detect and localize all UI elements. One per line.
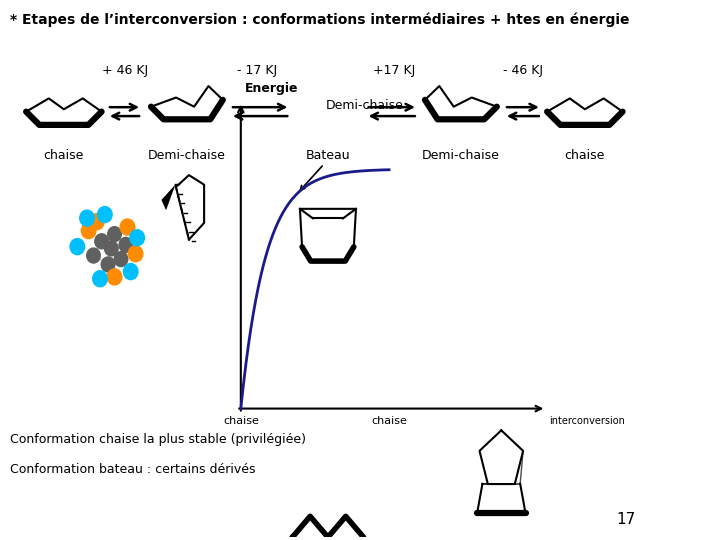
Text: chaise: chaise xyxy=(44,149,84,162)
Text: Demi-chaise: Demi-chaise xyxy=(148,149,226,162)
Circle shape xyxy=(80,210,94,226)
Circle shape xyxy=(107,269,122,285)
Circle shape xyxy=(102,257,115,272)
Circle shape xyxy=(81,222,96,239)
Text: Demi-chaise: Demi-chaise xyxy=(326,99,404,112)
Text: Bateau: Bateau xyxy=(305,149,350,162)
Circle shape xyxy=(89,214,104,230)
Text: chaise: chaise xyxy=(564,149,605,162)
Text: +17 KJ: +17 KJ xyxy=(373,64,415,77)
Text: interconversion: interconversion xyxy=(549,416,625,427)
Text: Conformation bateau : certains dérivés: Conformation bateau : certains dérivés xyxy=(10,463,256,476)
Circle shape xyxy=(119,238,132,252)
Circle shape xyxy=(97,207,112,222)
Text: Conformation chaise la plus stable (privilégiée): Conformation chaise la plus stable (priv… xyxy=(10,433,306,446)
Text: chaise: chaise xyxy=(371,416,407,427)
Circle shape xyxy=(86,248,100,263)
Circle shape xyxy=(128,246,143,262)
Circle shape xyxy=(70,239,85,255)
Text: chaise: chaise xyxy=(223,416,258,427)
Text: - 46 KJ: - 46 KJ xyxy=(503,64,543,77)
Circle shape xyxy=(120,219,135,235)
Text: Energie: Energie xyxy=(246,82,299,95)
Circle shape xyxy=(123,264,138,280)
Text: Demi-chaise: Demi-chaise xyxy=(422,149,500,162)
Polygon shape xyxy=(161,185,176,210)
Circle shape xyxy=(114,252,127,267)
Text: - 17 KJ: - 17 KJ xyxy=(238,64,277,77)
Circle shape xyxy=(93,271,107,287)
Circle shape xyxy=(108,227,121,242)
Text: * Etapes de l’interconversion : conformations intermédiaires + htes en énergie: * Etapes de l’interconversion : conforma… xyxy=(10,12,629,27)
Circle shape xyxy=(104,241,118,256)
Circle shape xyxy=(130,230,145,246)
Text: + 46 KJ: + 46 KJ xyxy=(102,64,148,77)
Circle shape xyxy=(95,234,109,249)
Text: 17: 17 xyxy=(617,512,636,528)
